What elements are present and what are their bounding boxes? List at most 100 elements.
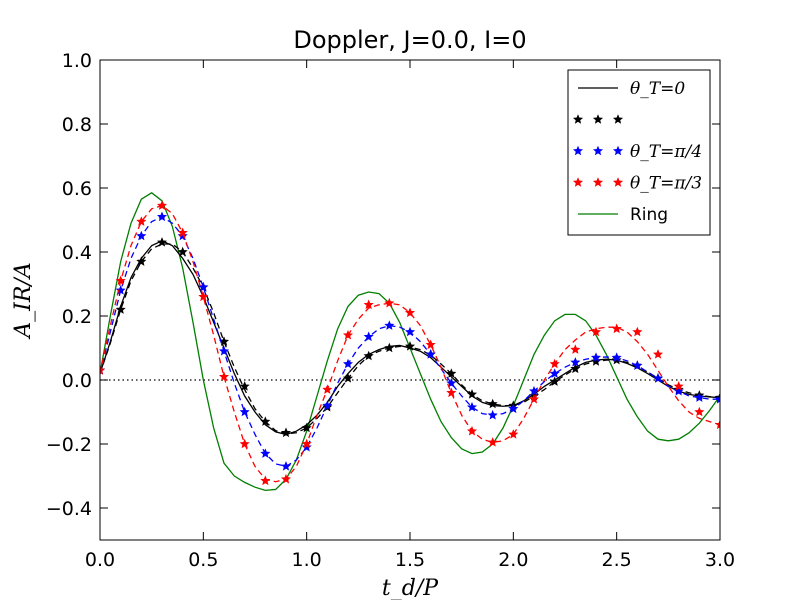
series-3-marker <box>528 393 540 404</box>
legend-label-2: θ_T=π/4 <box>630 142 702 162</box>
x-tick-label: 3.0 <box>705 549 735 571</box>
y-tick-label: 0.0 <box>62 370 92 392</box>
series-3-marker <box>549 358 560 369</box>
series-1-marker <box>404 341 416 351</box>
series-3-marker <box>115 275 126 286</box>
series-2-marker <box>404 326 416 337</box>
series-3-marker <box>239 438 250 449</box>
legend-swatch-2 <box>612 145 624 156</box>
y-tick-label: 1.0 <box>62 50 92 72</box>
series-2-marker <box>260 448 271 458</box>
legend-swatch-3 <box>592 177 604 187</box>
legend-swatch-3 <box>612 177 624 187</box>
series-3-marker <box>363 299 374 310</box>
series-3-marker <box>198 291 209 302</box>
series-3-marker <box>322 384 333 394</box>
chart-title: Doppler, J=0.0, I=0 <box>293 26 526 54</box>
series-3-marker <box>632 326 643 337</box>
series-2-marker <box>487 409 498 420</box>
y-tick-label: −0.4 <box>46 498 92 520</box>
plot-area <box>100 192 720 492</box>
series-2-marker <box>156 211 168 222</box>
y-axis-label: A_IR/A <box>11 262 36 339</box>
ticks-layer: 0.0 0.5 1.0 1.5 2.0 2.5 3.0 −0.4 −0.2 0.0 0.2 0.4 0.… <box>46 50 735 571</box>
y-tick-label: −0.2 <box>46 434 92 456</box>
legend-swatch-1 <box>572 114 584 124</box>
series-2-marker <box>694 392 705 402</box>
series-3-marker <box>280 473 292 484</box>
legend: θ_T=0 θ_T=π/4 θ_T=π/3 Ring <box>567 69 711 236</box>
series-2-marker <box>549 368 560 378</box>
legend-swatch-1 <box>592 114 604 124</box>
series-3-marker <box>218 371 230 382</box>
series-2-marker <box>280 461 292 471</box>
series-2-marker <box>425 349 436 359</box>
plot-layer <box>100 192 720 492</box>
y-tick-label: 0.8 <box>62 114 92 136</box>
series-1-marker <box>136 256 147 266</box>
series-2-marker <box>363 331 374 342</box>
series-3-marker <box>487 437 498 447</box>
x-tick-label: 2.0 <box>498 549 528 571</box>
legend-label-0: θ_T=0 <box>630 79 685 99</box>
series-2-marker <box>322 400 333 410</box>
series-3-marker <box>508 429 519 439</box>
series-3-marker <box>156 200 168 210</box>
legend-label-4: Ring <box>630 205 668 225</box>
series-1-marker <box>590 356 602 366</box>
series-3-marker <box>714 419 720 430</box>
series-1-marker <box>156 237 168 247</box>
series-1-marker <box>260 416 271 426</box>
series-3-marker <box>260 475 271 486</box>
series-1-marker <box>446 368 457 378</box>
series-3-marker <box>100 365 106 375</box>
series-1-marker <box>384 342 395 353</box>
series-1-marker <box>570 363 581 374</box>
series-3-marker <box>404 307 416 318</box>
y-tick-label: 0.4 <box>62 242 92 264</box>
series-3-marker <box>384 297 395 308</box>
series-1-marker <box>487 398 498 409</box>
x-tick-label: 2.5 <box>602 549 632 571</box>
series-2-marker <box>301 441 312 452</box>
series-2-marker <box>136 230 147 241</box>
series-3-marker <box>425 339 436 350</box>
series-1-marker <box>363 350 374 361</box>
series-3-marker <box>611 323 622 334</box>
series-2-marker <box>239 406 250 417</box>
series-2-marker <box>714 393 720 404</box>
series-1-marker <box>466 389 478 399</box>
series-2-marker <box>652 373 664 383</box>
legend-box <box>567 69 711 236</box>
y-tick-label: 0.6 <box>62 178 92 200</box>
series-3-marker <box>570 344 581 354</box>
series-3-marker <box>177 227 188 238</box>
series-1-marker <box>115 304 126 314</box>
x-tick-label: 0.5 <box>188 549 218 571</box>
legend-swatch-3 <box>572 177 584 187</box>
series-2-marker <box>218 345 230 356</box>
x-axis-label: t_d/P <box>382 576 439 600</box>
series-2-marker <box>673 385 684 396</box>
legend-swatch-1 <box>612 114 624 124</box>
series-2-marker <box>342 358 354 369</box>
series-3-marker <box>342 329 354 340</box>
series-1-marker <box>177 246 188 257</box>
x-tick-label: 0.0 <box>85 549 115 571</box>
series-3-marker <box>301 438 312 449</box>
series-2-marker <box>508 403 519 414</box>
series-2-marker <box>446 377 457 388</box>
series-3-marker <box>446 387 457 398</box>
series-2-marker <box>632 360 643 370</box>
x-tick-label: 1.0 <box>292 549 322 571</box>
legend-swatch-2 <box>572 145 584 156</box>
series-1-marker <box>239 381 250 391</box>
series-2-marker <box>611 352 622 362</box>
series-1-marker <box>280 427 292 438</box>
series-2-marker <box>590 352 602 362</box>
series-3-marker <box>466 425 478 436</box>
series-3-marker <box>590 326 602 337</box>
series-2-marker <box>528 385 540 396</box>
legend-label-3: θ_T=π/3 <box>630 174 702 194</box>
